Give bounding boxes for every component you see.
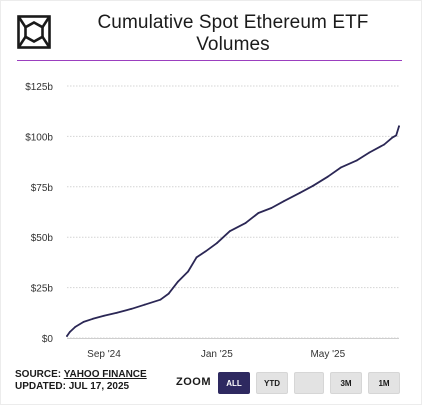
- x-tick-label: Sep '24: [87, 349, 121, 360]
- data-point: [82, 321, 85, 323]
- data-point: [143, 303, 146, 306]
- data-point: [177, 280, 179, 283]
- data-point: [68, 331, 71, 333]
- data-point: [395, 134, 398, 137]
- zoom-button-3m-label: 3M: [340, 379, 352, 388]
- zoom-button-ytd-label: YTD: [264, 379, 280, 388]
- data-point: [257, 212, 260, 214]
- zoom-button-all-label: ALL: [226, 379, 242, 388]
- y-tick-label: $75b: [31, 183, 54, 194]
- chart-title-line1: Cumulative Spot Ethereum ETF: [97, 12, 369, 33]
- data-point: [383, 143, 386, 146]
- source-prefix: SOURCE:: [15, 369, 64, 380]
- source-link[interactable]: YAHOO FINANCE: [63, 369, 147, 380]
- data-point: [228, 230, 231, 233]
- data-point: [326, 175, 329, 178]
- data-point: [270, 207, 273, 209]
- data-point: [398, 125, 400, 128]
- zoom-label: ZOOM: [176, 376, 211, 388]
- data-point: [339, 166, 342, 169]
- data-point: [159, 298, 162, 301]
- data-point: [116, 311, 118, 314]
- chart-footer: SOURCE: YAHOO FINANCE UPDATED: JUL 17, 2…: [15, 369, 147, 393]
- chart-title-line2: Volumes: [196, 34, 270, 55]
- zoom-button-ytd[interactable]: YTD: [256, 372, 288, 394]
- zoom-button-1m-label: 1M: [378, 379, 390, 388]
- data-point: [299, 191, 301, 194]
- updated-date: UPDATED: JUL 17, 2025: [15, 381, 130, 392]
- y-tick-label: $125b: [25, 82, 53, 93]
- data-point: [66, 335, 68, 337]
- data-point: [167, 292, 170, 295]
- y-tick-label: $100b: [25, 132, 53, 143]
- title-divider: [17, 60, 402, 61]
- data-point: [187, 270, 190, 273]
- data-point: [244, 222, 247, 225]
- x-tick-label: May '25: [310, 349, 345, 360]
- x-tick-label: Jan '25: [201, 349, 233, 360]
- zoom-button-1m[interactable]: 1M: [368, 372, 400, 394]
- data-point: [283, 200, 286, 202]
- data-point: [215, 242, 218, 245]
- chart-title: Cumulative Spot Ethereum ETF Volumes: [63, 12, 403, 56]
- data-point: [355, 159, 358, 162]
- data-point: [130, 307, 133, 310]
- y-tick-label: $25b: [31, 284, 54, 295]
- data-point: [204, 250, 207, 253]
- data-point: [391, 136, 394, 139]
- zoom-button-blank[interactable]: [294, 372, 324, 394]
- series-line: [66, 125, 400, 337]
- data-point: [368, 151, 371, 154]
- y-tick-label: $0: [42, 334, 54, 345]
- data-point: [312, 184, 314, 187]
- zoom-button-3m[interactable]: 3M: [330, 372, 362, 394]
- data-point: [195, 256, 198, 259]
- y-tick-label: $50b: [31, 233, 54, 244]
- source-line: SOURCE: YAHOO FINANCE: [15, 369, 147, 381]
- cube-logo-icon: [17, 15, 51, 49]
- data-point: [92, 317, 94, 320]
- data-point: [74, 326, 77, 328]
- data-point: [103, 314, 105, 317]
- zoom-button-all[interactable]: ALL: [218, 372, 250, 394]
- line-chart: $0 $25b $50b $75b $100b $125b Sep '24 Jan '25 Ma…: [25, 82, 400, 360]
- chart-header: Cumulative Spot Ethereum ETF Volumes: [1, 1, 422, 61]
